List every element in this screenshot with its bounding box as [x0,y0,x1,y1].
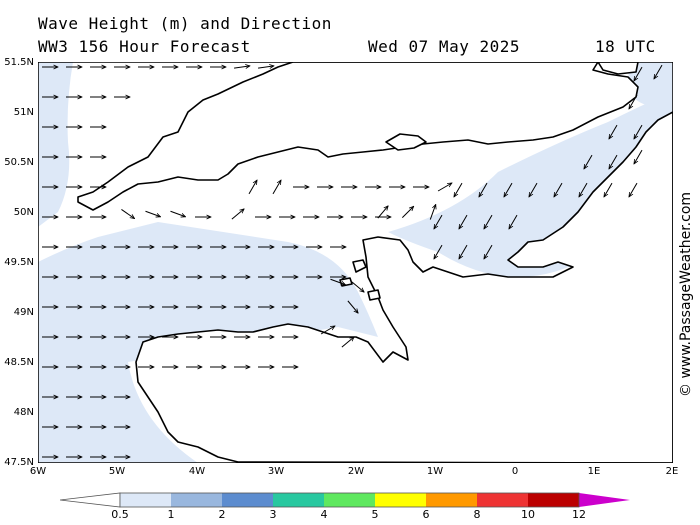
wave-direction-arrow [584,154,593,169]
lat-label: 47.5N [4,457,34,468]
credit-watermark: © www.PassageWeather.com [678,192,694,397]
wave-direction-arrow [429,204,435,220]
wave-direction-arrow [248,180,257,195]
lat-label: 49N [13,307,34,318]
lon-label: 1E [587,466,601,477]
lat-label: 51N [13,107,34,118]
legend-swatch [171,493,222,507]
wave-direction-arrow [629,94,638,109]
legend-label: 0.5 [111,508,129,521]
wave-direction-arrow [401,206,413,219]
lon-label: 2E [665,466,679,477]
wave-direction-arrow [145,210,160,216]
wave-direction-arrow [579,182,588,197]
lon-label: 4W [188,466,206,477]
wave-direction-arrow [341,337,354,348]
lat-label: 50N [13,207,34,218]
wave-direction-arrow [634,124,643,139]
wave-direction-arrow [320,326,335,335]
wave-direction-arrow [479,182,488,197]
wave-direction-arrow [454,182,463,197]
lon-label: 6W [29,466,47,477]
legend-swatch [375,493,426,507]
wave-direction-arrow [634,66,643,81]
wave-direction-arrow [484,214,493,229]
legend-label: 3 [269,508,277,521]
wave-map [38,62,673,463]
direction-arrows [42,64,663,457]
legend-swatch [528,493,579,507]
wave-direction-arrow [634,149,643,164]
legend-label: 4 [320,508,328,521]
legend-label: 10 [521,508,535,521]
wave-direction-arrow [484,244,493,259]
wave-direction-arrow [351,281,364,292]
legend-swatch [273,493,324,507]
credit-text: © www.PassageWeather.com [678,192,694,397]
forecast-date: Wed 07 May 2025 [368,37,520,56]
wave-direction-arrow [434,244,443,259]
lat-label: 48N [13,407,34,418]
legend-swatch [60,492,121,508]
wave-direction-arrow [609,154,618,169]
lon-label: 1W [426,466,444,477]
wave-direction-arrow [330,278,345,284]
forecast-time: 18 UTC [595,37,656,56]
wave-direction-arrow [459,244,468,259]
lon-label: 0 [511,466,519,477]
forecast-label: WW3 156 Hour Forecast [38,37,251,56]
coastline [77,62,673,463]
wave-direction-arrow [437,183,452,192]
legend-label: 6 [422,508,430,521]
wave-direction-arrow [377,206,388,219]
legend-swatch [477,493,528,507]
wave-direction-arrow [554,182,563,197]
wave-direction-arrow [509,214,518,229]
legend-label: 2 [218,508,226,521]
wave-direction-arrow [121,209,134,218]
color-scale-legend [60,492,630,508]
lat-label: 49.5N [4,257,34,268]
wave-direction-arrow [604,182,613,197]
legend-swatch [324,493,375,507]
wave-direction-arrow [654,64,663,79]
lon-label: 5W [108,466,126,477]
wave-direction-arrow [629,182,638,197]
lat-label: 50.5N [4,157,34,168]
wave-direction-arrow [347,300,358,313]
legend-swatch [579,493,630,507]
legend-swatch [120,493,171,507]
legend-label: 12 [572,508,586,521]
legend-label: 1 [167,508,175,521]
legend-label: 8 [473,508,481,521]
wave-direction-arrow [170,210,185,216]
wave-direction-arrow [272,180,281,195]
lat-label: 48.5N [4,357,34,368]
wave-direction-arrow [529,182,538,197]
wave-direction-arrow [234,66,250,68]
wave-direction-arrow [231,209,244,220]
wave-direction-arrow [609,124,618,139]
lon-label: 3W [267,466,285,477]
wave-direction-arrow [258,66,274,68]
wave-direction-arrow [504,182,513,197]
wave-direction-arrow [459,214,468,229]
legend-swatch [426,493,477,507]
lat-label: 51.5N [4,57,34,68]
legend-label: 5 [371,508,379,521]
legend-swatch [222,493,273,507]
chart-title: Wave Height (m) and Direction [38,14,332,33]
wave-direction-arrow [434,214,443,229]
lon-label: 2W [347,466,365,477]
